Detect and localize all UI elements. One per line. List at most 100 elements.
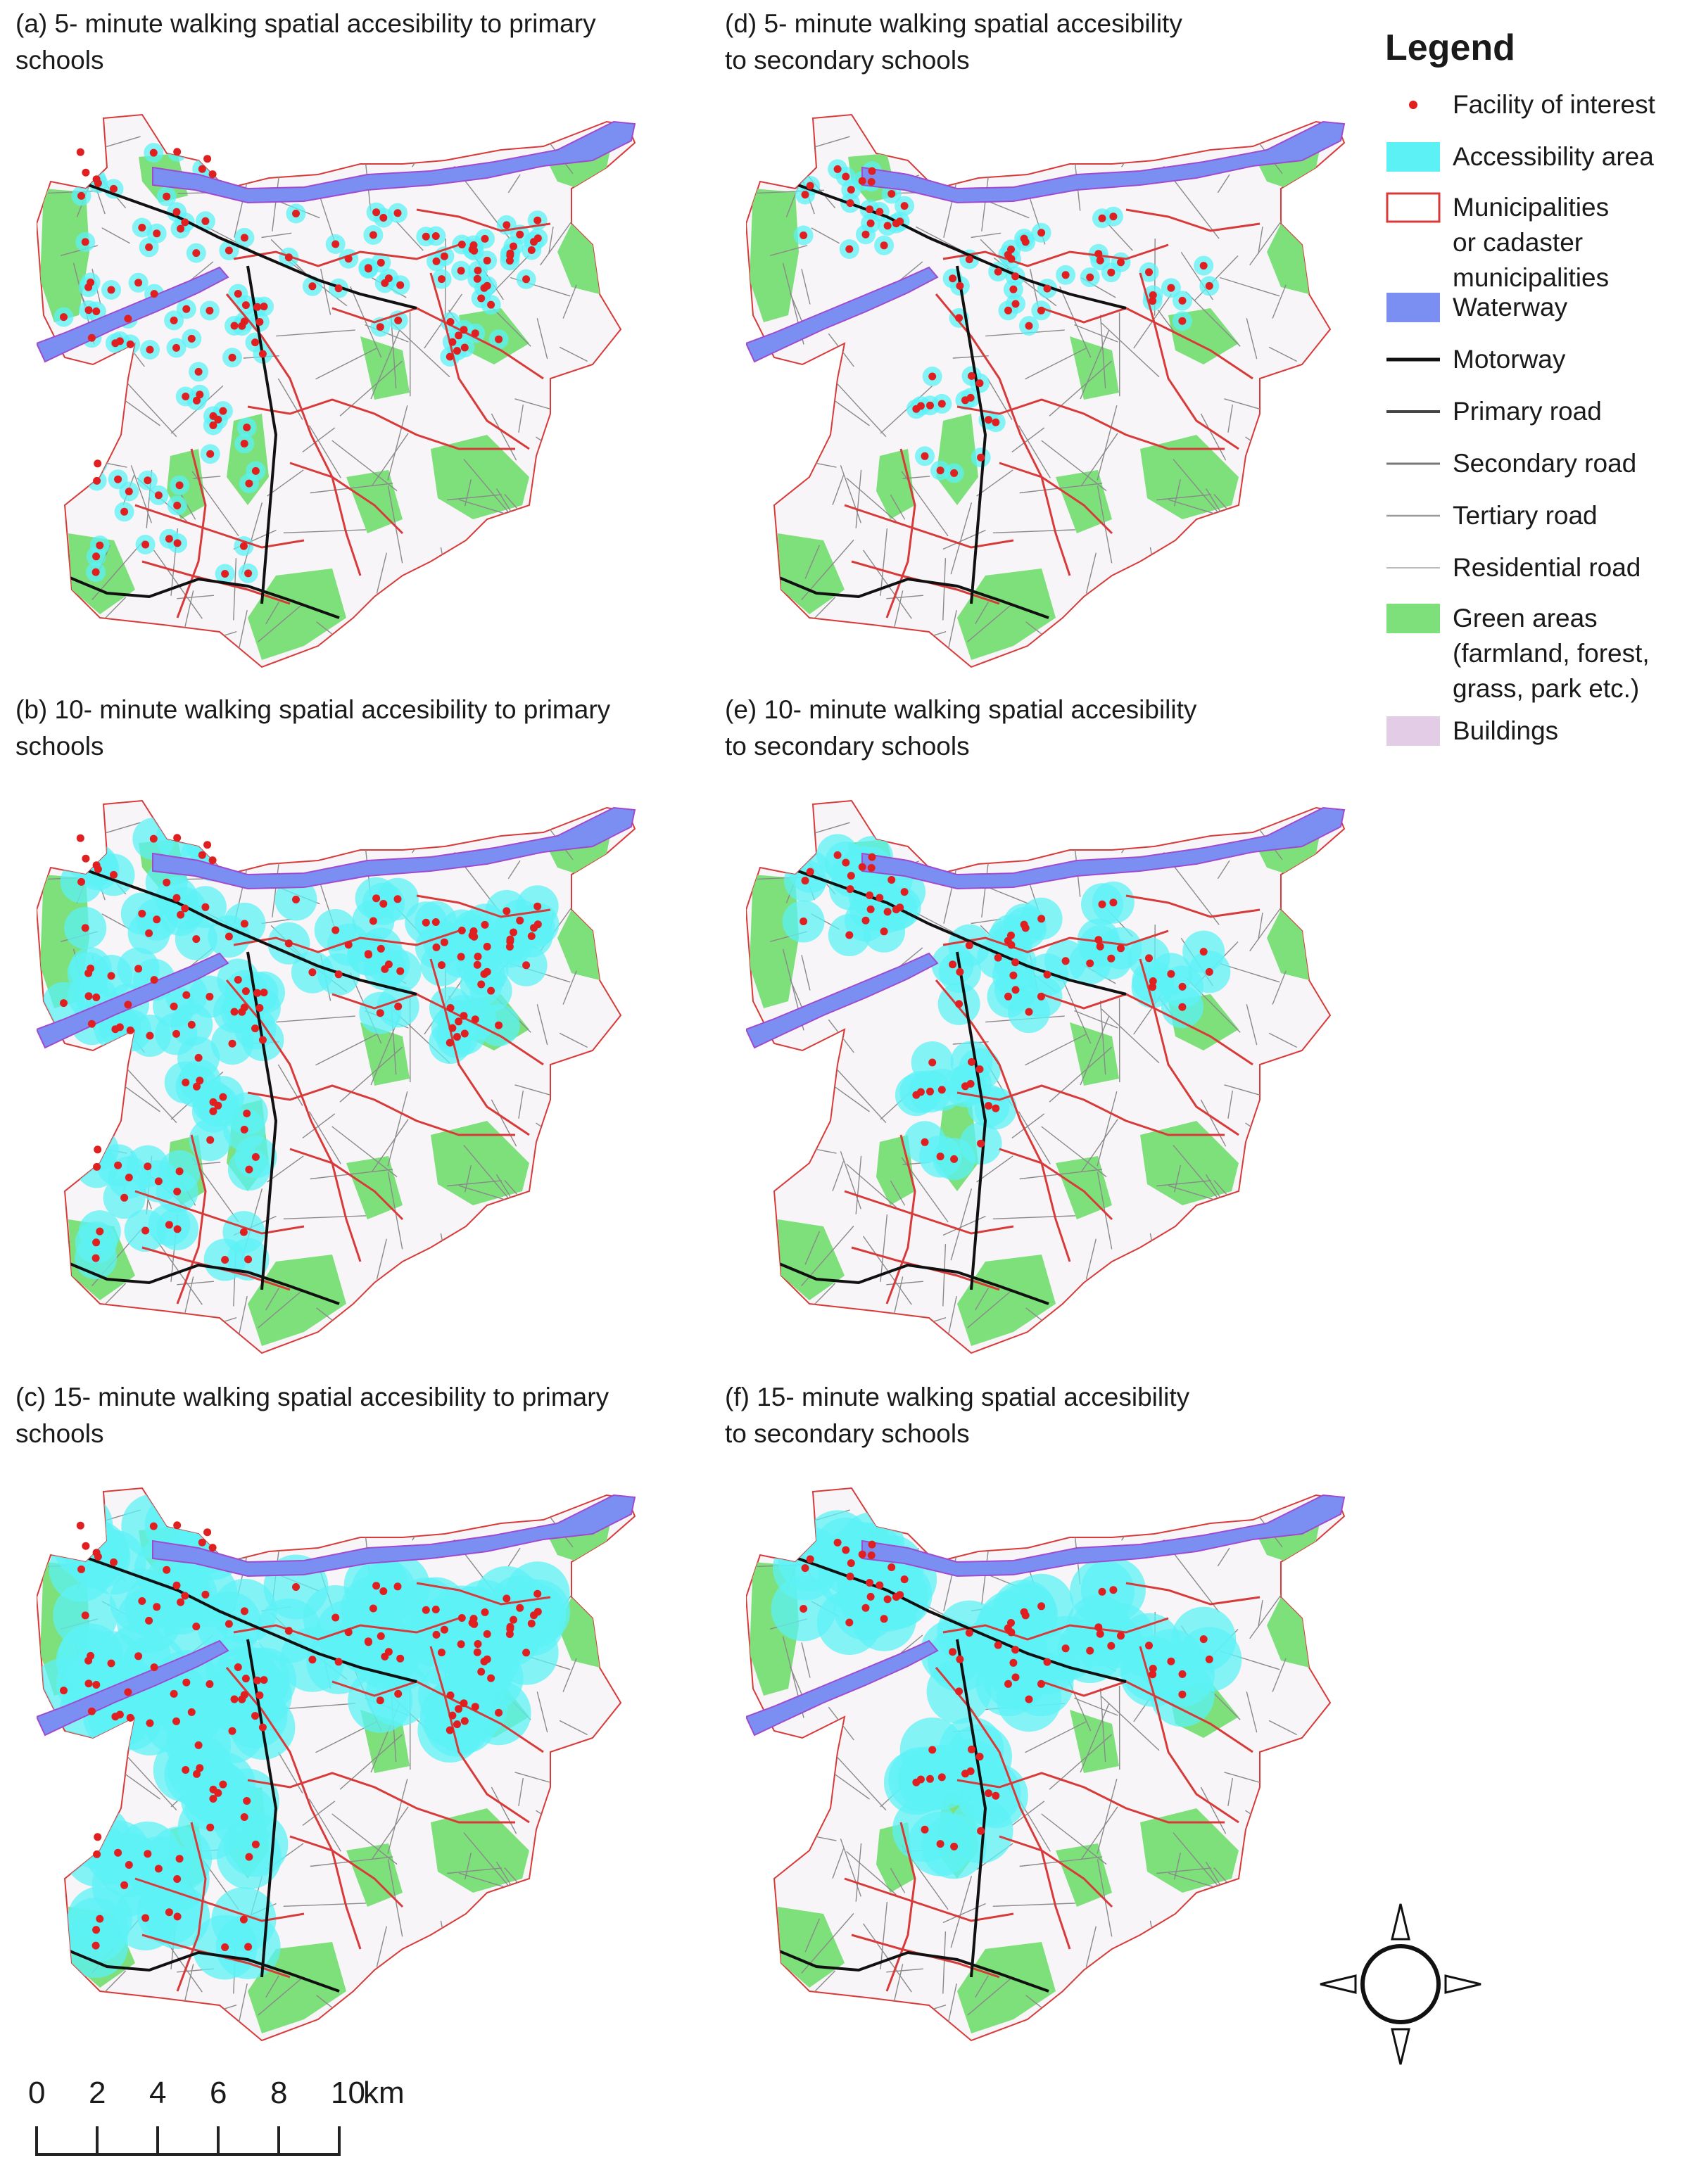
road	[310, 483, 393, 494]
facility-point	[125, 1174, 133, 1181]
facility-point	[379, 1587, 388, 1595]
road	[975, 602, 989, 625]
facility-point	[206, 307, 214, 315]
facility-point	[194, 367, 203, 376]
road	[447, 1180, 503, 1187]
facility-point	[84, 283, 93, 291]
facility-point	[1205, 1655, 1213, 1663]
facility-point	[950, 1155, 959, 1163]
motorway	[584, 1071, 601, 1136]
green-area	[1267, 910, 1309, 980]
road	[976, 1155, 1013, 1183]
facility-point	[846, 1573, 854, 1581]
road	[391, 322, 450, 378]
road	[79, 623, 101, 654]
facility-point	[1107, 954, 1116, 963]
facility-point	[1011, 272, 1020, 281]
motorway	[773, 1948, 1049, 1993]
facility-point	[527, 1620, 536, 1627]
facility-point	[1117, 258, 1125, 267]
road	[1192, 1266, 1237, 1318]
facility-point	[432, 257, 441, 265]
facility-point	[219, 1093, 227, 1101]
facility-point	[1098, 1587, 1106, 1596]
municipality-boundary	[942, 929, 1169, 953]
facility-point	[394, 1689, 403, 1698]
facility-point	[255, 318, 264, 326]
facility-point	[505, 943, 514, 951]
facility-point	[206, 993, 214, 1001]
road	[559, 1032, 588, 1048]
green-area	[1140, 1121, 1239, 1205]
facility-point	[253, 989, 262, 997]
road	[1127, 1252, 1159, 1258]
facility-point	[253, 1676, 262, 1684]
road	[985, 199, 1030, 219]
motorway	[788, 180, 1127, 310]
facility-point	[985, 1789, 992, 1798]
facility-point	[432, 943, 441, 951]
green-area	[1070, 336, 1119, 400]
facility-point	[985, 1102, 992, 1110]
road	[315, 1034, 377, 1066]
road	[833, 1085, 870, 1112]
facility-point	[448, 338, 457, 346]
facility-point	[861, 1604, 870, 1612]
road	[562, 970, 577, 1005]
panel-a: (a) 5- minute walking spatial accesibili…	[15, 6, 719, 692]
green-area	[431, 1121, 529, 1205]
road	[967, 1290, 1012, 1328]
facility-point	[87, 334, 96, 342]
facility-point	[866, 905, 875, 913]
facility-point	[225, 932, 233, 941]
facility-point	[460, 1699, 468, 1708]
facility-point	[446, 1691, 455, 1699]
road	[122, 377, 177, 438]
road	[811, 227, 840, 244]
facility-point	[396, 967, 405, 975]
road	[1247, 554, 1315, 607]
municipality-boundary	[416, 894, 551, 918]
road	[1227, 404, 1233, 433]
road	[1179, 1263, 1218, 1268]
facility-point	[994, 267, 1002, 276]
facility-point	[1117, 944, 1125, 953]
road	[589, 1917, 635, 1950]
municipality-boundary	[134, 1190, 305, 1235]
road	[1173, 1145, 1227, 1208]
road	[538, 554, 606, 607]
facility-point	[181, 218, 189, 227]
facility-point	[977, 1827, 985, 1835]
waterway	[746, 952, 939, 1049]
facility-point	[453, 1033, 461, 1041]
facility-point	[503, 907, 511, 915]
road	[548, 227, 554, 254]
facility-point	[1167, 970, 1175, 978]
road	[283, 529, 366, 533]
facility-point	[471, 1015, 479, 1024]
facility-point	[1061, 271, 1070, 279]
road	[1080, 433, 1118, 487]
facility-point	[1007, 1628, 1016, 1637]
facility-point	[1020, 920, 1028, 929]
facility-point	[801, 877, 809, 885]
facility-point	[146, 345, 154, 354]
municipality-boundary	[935, 293, 1071, 576]
municipality-boundary	[1139, 958, 1239, 1136]
facility-point	[921, 1138, 929, 1146]
road	[880, 1214, 888, 1282]
road	[1100, 1695, 1160, 1751]
legend-label: Municipalities or cadaster municipalitie…	[1453, 193, 1610, 292]
road	[1100, 322, 1160, 378]
facility-point	[81, 1611, 89, 1620]
facility-point	[977, 1139, 985, 1148]
facility-point	[460, 1029, 469, 1038]
facility-point	[1009, 971, 1018, 979]
waterway	[37, 1639, 229, 1737]
facility-point	[866, 219, 875, 227]
road	[123, 1772, 160, 1800]
legend-symbol-line	[1386, 410, 1440, 413]
facility-point	[457, 241, 466, 248]
facility-point	[221, 1256, 229, 1264]
facility-point	[193, 396, 201, 405]
